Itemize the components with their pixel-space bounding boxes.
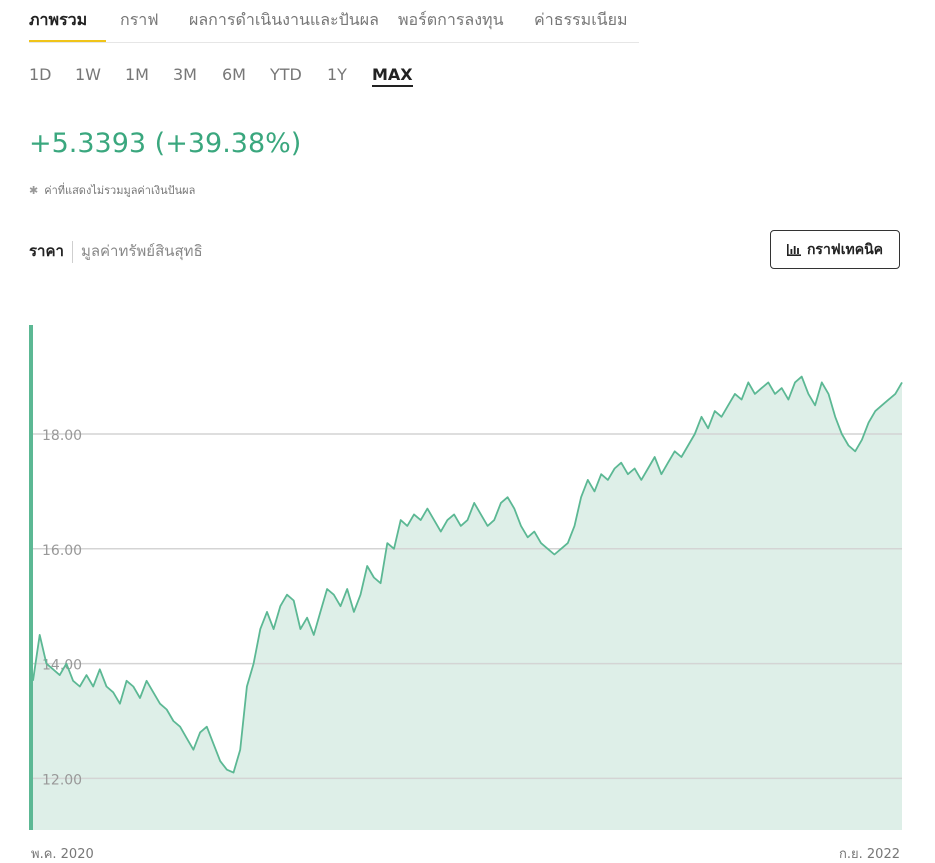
range-max[interactable]: MAX [372, 65, 413, 87]
range-3m[interactable]: 3M [173, 65, 197, 84]
asterisk-icon: ✱ [29, 184, 39, 197]
range-1w[interactable]: 1W [75, 65, 101, 84]
technical-chart-label: กราฟเทคนิค [806, 241, 884, 258]
price-area [33, 376, 902, 830]
dividend-note: ✱ ค่าที่แสดงไม่รวมมูลค่าเงินปันผล [29, 181, 195, 199]
y-tick-label: 18.00 [42, 428, 82, 444]
range-1y[interactable]: 1Y [327, 65, 347, 84]
y-tick-label: 14.00 [42, 658, 82, 674]
range-ytd[interactable]: YTD [270, 65, 302, 84]
y-tick-label: 12.00 [42, 772, 82, 788]
x-start-label: พ.ค. 2020 [31, 847, 94, 862]
toggle-price[interactable]: ราคา [29, 242, 64, 260]
dividend-note-text: ค่าที่แสดงไม่รวมมูลค่าเงินปันผล [44, 184, 196, 197]
technical-chart-button[interactable]: กราฟเทคนิค [770, 230, 900, 269]
tab-performance-dividend[interactable]: ผลการดำเนินงานและปันผล [189, 10, 379, 29]
toggle-nav[interactable]: มูลค่าทรัพย์สินสุทธิ [80, 242, 203, 260]
price-chart: 12.00 14.00 16.00 18.00 พ.ค. 2020 ก.ย. 2022 [29, 325, 903, 862]
price-nav-toggle: ราคา มูลค่าทรัพย์สินสุทธิ [29, 239, 203, 263]
bar-chart-icon [786, 243, 801, 256]
toggle-divider [71, 240, 73, 263]
range-1m[interactable]: 1M [125, 65, 149, 84]
tab-bar: ภาพรวม กราฟ ผลการดำเนินงานและปันผล พอร์ต… [29, 0, 639, 43]
range-1d[interactable]: 1D [29, 65, 52, 84]
chart-left-bar [29, 325, 33, 830]
x-end-label: ก.ย. 2022 [839, 847, 900, 862]
active-tab-indicator [29, 40, 106, 42]
tab-graph[interactable]: กราฟ [120, 10, 159, 29]
tab-portfolio[interactable]: พอร์ตการลงทุน [398, 10, 504, 29]
tab-overview[interactable]: ภาพรวม [29, 10, 88, 29]
price-change: +5.3393 (+39.38%) [29, 128, 302, 159]
range-6m[interactable]: 6M [222, 65, 246, 84]
y-tick-label: 16.00 [42, 543, 82, 559]
tab-fees[interactable]: ค่าธรรมเนียม [534, 10, 628, 29]
price-line [32, 375, 903, 774]
